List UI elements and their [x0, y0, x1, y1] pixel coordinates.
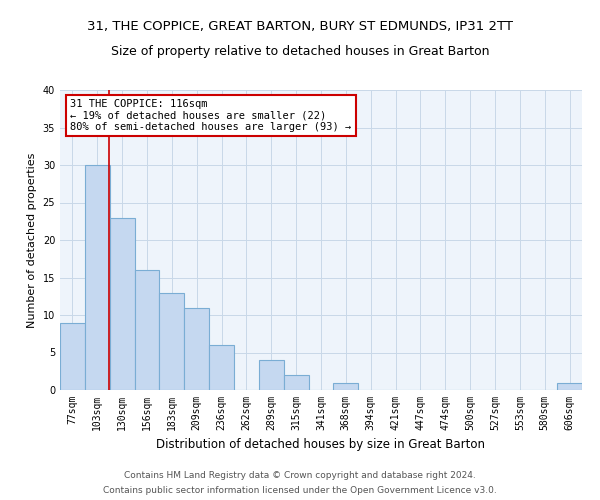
Bar — [284, 375, 308, 390]
Bar — [259, 360, 284, 390]
Text: Contains HM Land Registry data © Crown copyright and database right 2024.: Contains HM Land Registry data © Crown c… — [124, 471, 476, 480]
Bar — [110, 218, 134, 390]
Bar — [184, 308, 209, 390]
Bar — [209, 345, 234, 390]
Y-axis label: Number of detached properties: Number of detached properties — [27, 152, 37, 328]
Bar — [557, 382, 582, 390]
Bar — [60, 322, 85, 390]
Bar — [160, 292, 184, 390]
Bar — [85, 165, 110, 390]
X-axis label: Distribution of detached houses by size in Great Barton: Distribution of detached houses by size … — [157, 438, 485, 452]
Text: Size of property relative to detached houses in Great Barton: Size of property relative to detached ho… — [111, 45, 489, 58]
Text: 31 THE COPPICE: 116sqm
← 19% of detached houses are smaller (22)
80% of semi-det: 31 THE COPPICE: 116sqm ← 19% of detached… — [70, 99, 352, 132]
Text: 31, THE COPPICE, GREAT BARTON, BURY ST EDMUNDS, IP31 2TT: 31, THE COPPICE, GREAT BARTON, BURY ST E… — [87, 20, 513, 33]
Bar — [134, 270, 160, 390]
Text: Contains public sector information licensed under the Open Government Licence v3: Contains public sector information licen… — [103, 486, 497, 495]
Bar — [334, 382, 358, 390]
